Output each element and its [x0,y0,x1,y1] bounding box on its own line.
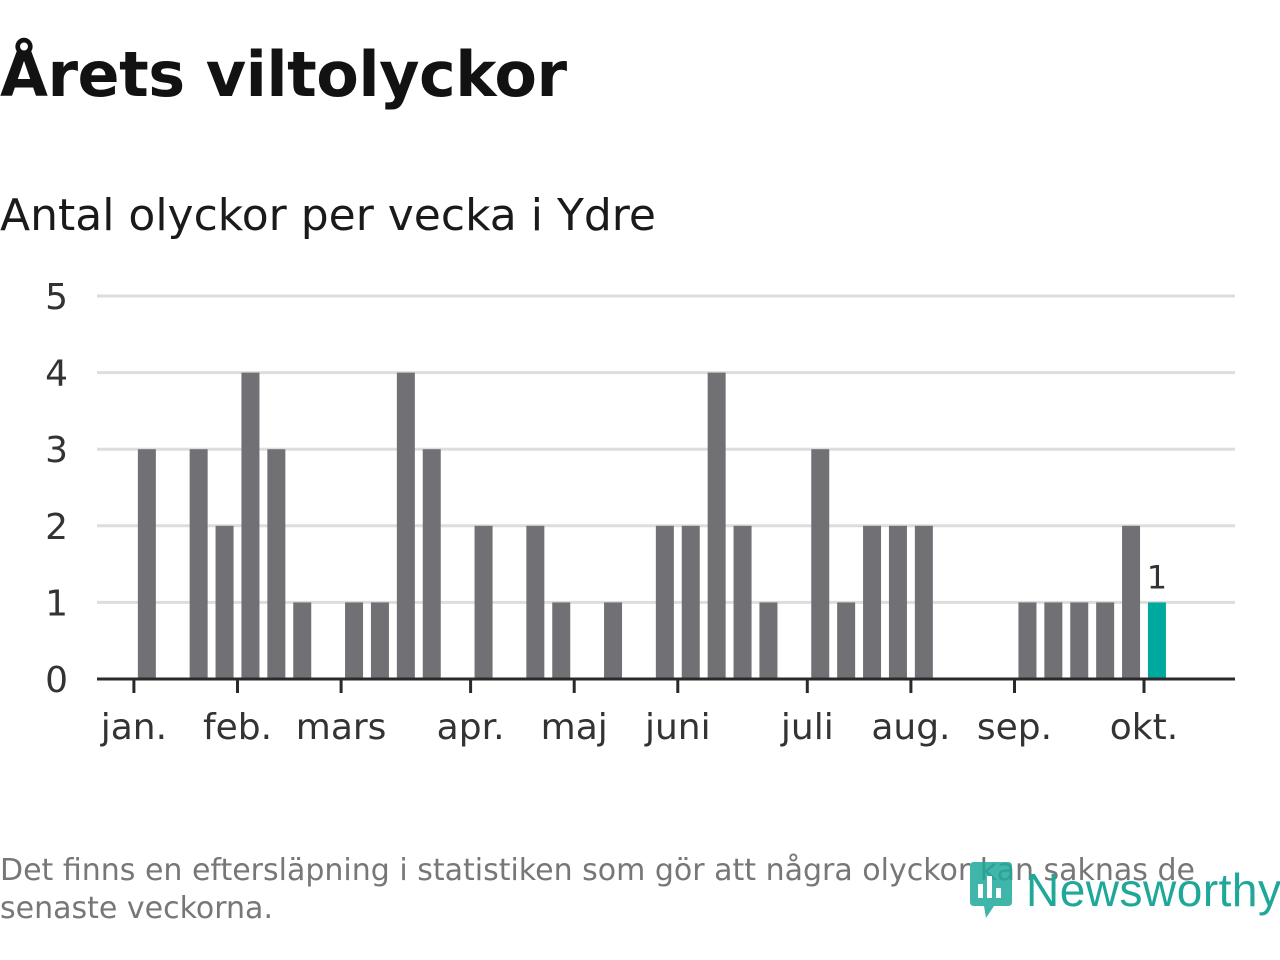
bar [914,525,933,679]
x-tick-label: okt. [1110,707,1178,748]
y-tick-label: 0 [45,660,68,701]
x-tick-label: mars [296,707,387,748]
bar [1070,602,1089,679]
bar [863,525,882,679]
x-tick-label: jan. [100,707,167,748]
bar [137,449,156,679]
bar [681,525,700,679]
logo-text: Newsworthy [1026,864,1280,916]
x-tick-label: juli [780,707,834,748]
bar [474,525,493,679]
y-tick-label: 5 [45,277,68,318]
bar [888,525,907,679]
y-tick-label: 3 [45,430,68,471]
x-tick-label: juni [644,707,711,748]
bar [604,602,623,679]
page-title: Årets viltolyckor [0,38,567,111]
data-label: 1 [1147,558,1167,596]
bar [1044,602,1063,679]
y-tick-label: 1 [45,583,68,624]
y-tick-label: 4 [45,354,68,395]
newsworthy-logo: Newsworthy [964,858,1280,922]
bar [1018,602,1037,679]
x-tick-label: aug. [871,707,950,748]
bar [241,372,260,679]
bar [837,602,856,679]
bar [1096,602,1115,679]
x-tick-label: maj [541,707,608,748]
bar [655,525,674,679]
bar [526,525,545,679]
x-tick-label: apr. [437,707,505,748]
bar [707,372,726,679]
bar [293,602,312,679]
newsworthy-logo-icon [970,862,1012,918]
bar [733,525,752,679]
bar [1122,525,1141,679]
bar [552,602,571,679]
bar [345,602,364,679]
bar [396,372,415,679]
x-tick-label: sep. [977,707,1052,748]
y-tick-label: 2 [45,507,68,548]
bar [370,602,389,679]
x-tick-label: feb. [203,707,272,748]
bar [811,449,830,679]
bar-chart: 0 1 2 3 4 5 1 jan. feb. mars apr. maj juni juli aug. se… [45,277,1235,748]
bar [422,449,441,679]
bar [759,602,778,679]
bar [215,525,234,679]
chart-subtitle: Antal olyckor per vecka i Ydre [0,190,656,241]
bar-highlight [1147,602,1166,679]
bar [267,449,286,679]
bar [189,449,208,679]
